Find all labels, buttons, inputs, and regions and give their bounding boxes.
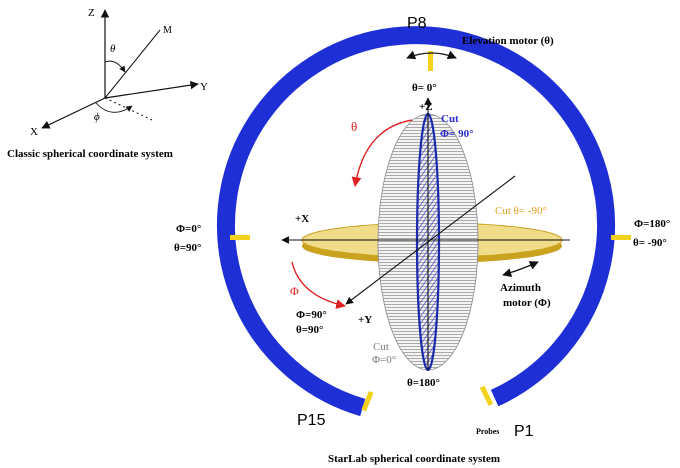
phi-rotation-symbol: Φ [290, 284, 299, 298]
classic-z-label: Z [88, 7, 95, 19]
azimuth-motor-label-line2: motor (Φ) [503, 297, 551, 309]
classic-phi-arc [95, 102, 133, 113]
cut-front-gray-label-line1: Cut [373, 341, 389, 353]
classic-coordinate-figure [41, 9, 199, 129]
plus-z-label: +Z [419, 101, 433, 113]
elevation-motion-arrow [406, 50, 457, 60]
probe-label-p15: P15 [297, 412, 326, 429]
classic-theta-label: θ [110, 43, 116, 55]
starlab-caption: StarLab spherical coordinate system [328, 453, 500, 465]
probe-marker-p1 [479, 385, 494, 406]
classic-phi-label: ϕ [94, 111, 100, 123]
angle-right-theta-label: θ= -90° [633, 237, 667, 249]
azimuth-motion-arrow [502, 261, 539, 278]
angle-left-theta-label: θ=90° [174, 242, 201, 254]
classic-theta-arc [104, 60, 126, 73]
plus-x-label: +X [295, 213, 309, 225]
angle-front-phi-label: Φ=90° [296, 309, 327, 321]
probe-marker-right [611, 235, 631, 240]
probe-label-p8: P8 [407, 15, 427, 32]
classic-caption: Classic spherical coordinate system [7, 148, 173, 160]
probe-marker-p15 [361, 390, 374, 412]
probe-marker-top [428, 51, 433, 71]
classic-y-label: Y [200, 81, 208, 93]
theta-rotation-symbol: θ [351, 119, 357, 134]
probe-marker-left [230, 235, 250, 240]
theta-rotation-arrow [351, 119, 413, 187]
azimuth-motor-label-line1: Azimuth [500, 282, 541, 294]
classic-y-axis [104, 80, 199, 99]
classic-m-vector [104, 29, 161, 99]
cut-vertical-blue-label-line1: Cut [441, 113, 459, 125]
angle-right-phi-label: Φ=180° [634, 218, 670, 230]
elevation-motor-label: Elevation motor (θ) [462, 35, 554, 47]
cut-horizontal-label: Cut θ= -90° [495, 205, 547, 217]
probe-ring-arc [217, 26, 615, 417]
probe-ring [217, 26, 615, 417]
cut-front-gray-label-line2: Φ=0° [372, 354, 396, 366]
cut-vertical-blue-label-line2: Φ= 90° [440, 128, 474, 140]
classic-x-label: X [30, 126, 38, 138]
angle-bottom-label: θ=180° [407, 377, 440, 389]
classic-m-label: M [163, 25, 172, 36]
y-axis [345, 175, 516, 305]
probe-label-p1: P1 [514, 423, 534, 440]
classic-projection-line [104, 97, 153, 121]
phi-rotation-arrow [291, 261, 346, 309]
angle-front-theta-label: θ=90° [296, 324, 323, 336]
probes-label: Probes [476, 427, 499, 436]
angle-left-phi-label: Φ=0° [176, 223, 201, 235]
classic-x-axis [41, 97, 106, 129]
angle-top-label: θ= 0° [412, 82, 437, 94]
plus-y-label: +Y [358, 314, 372, 326]
